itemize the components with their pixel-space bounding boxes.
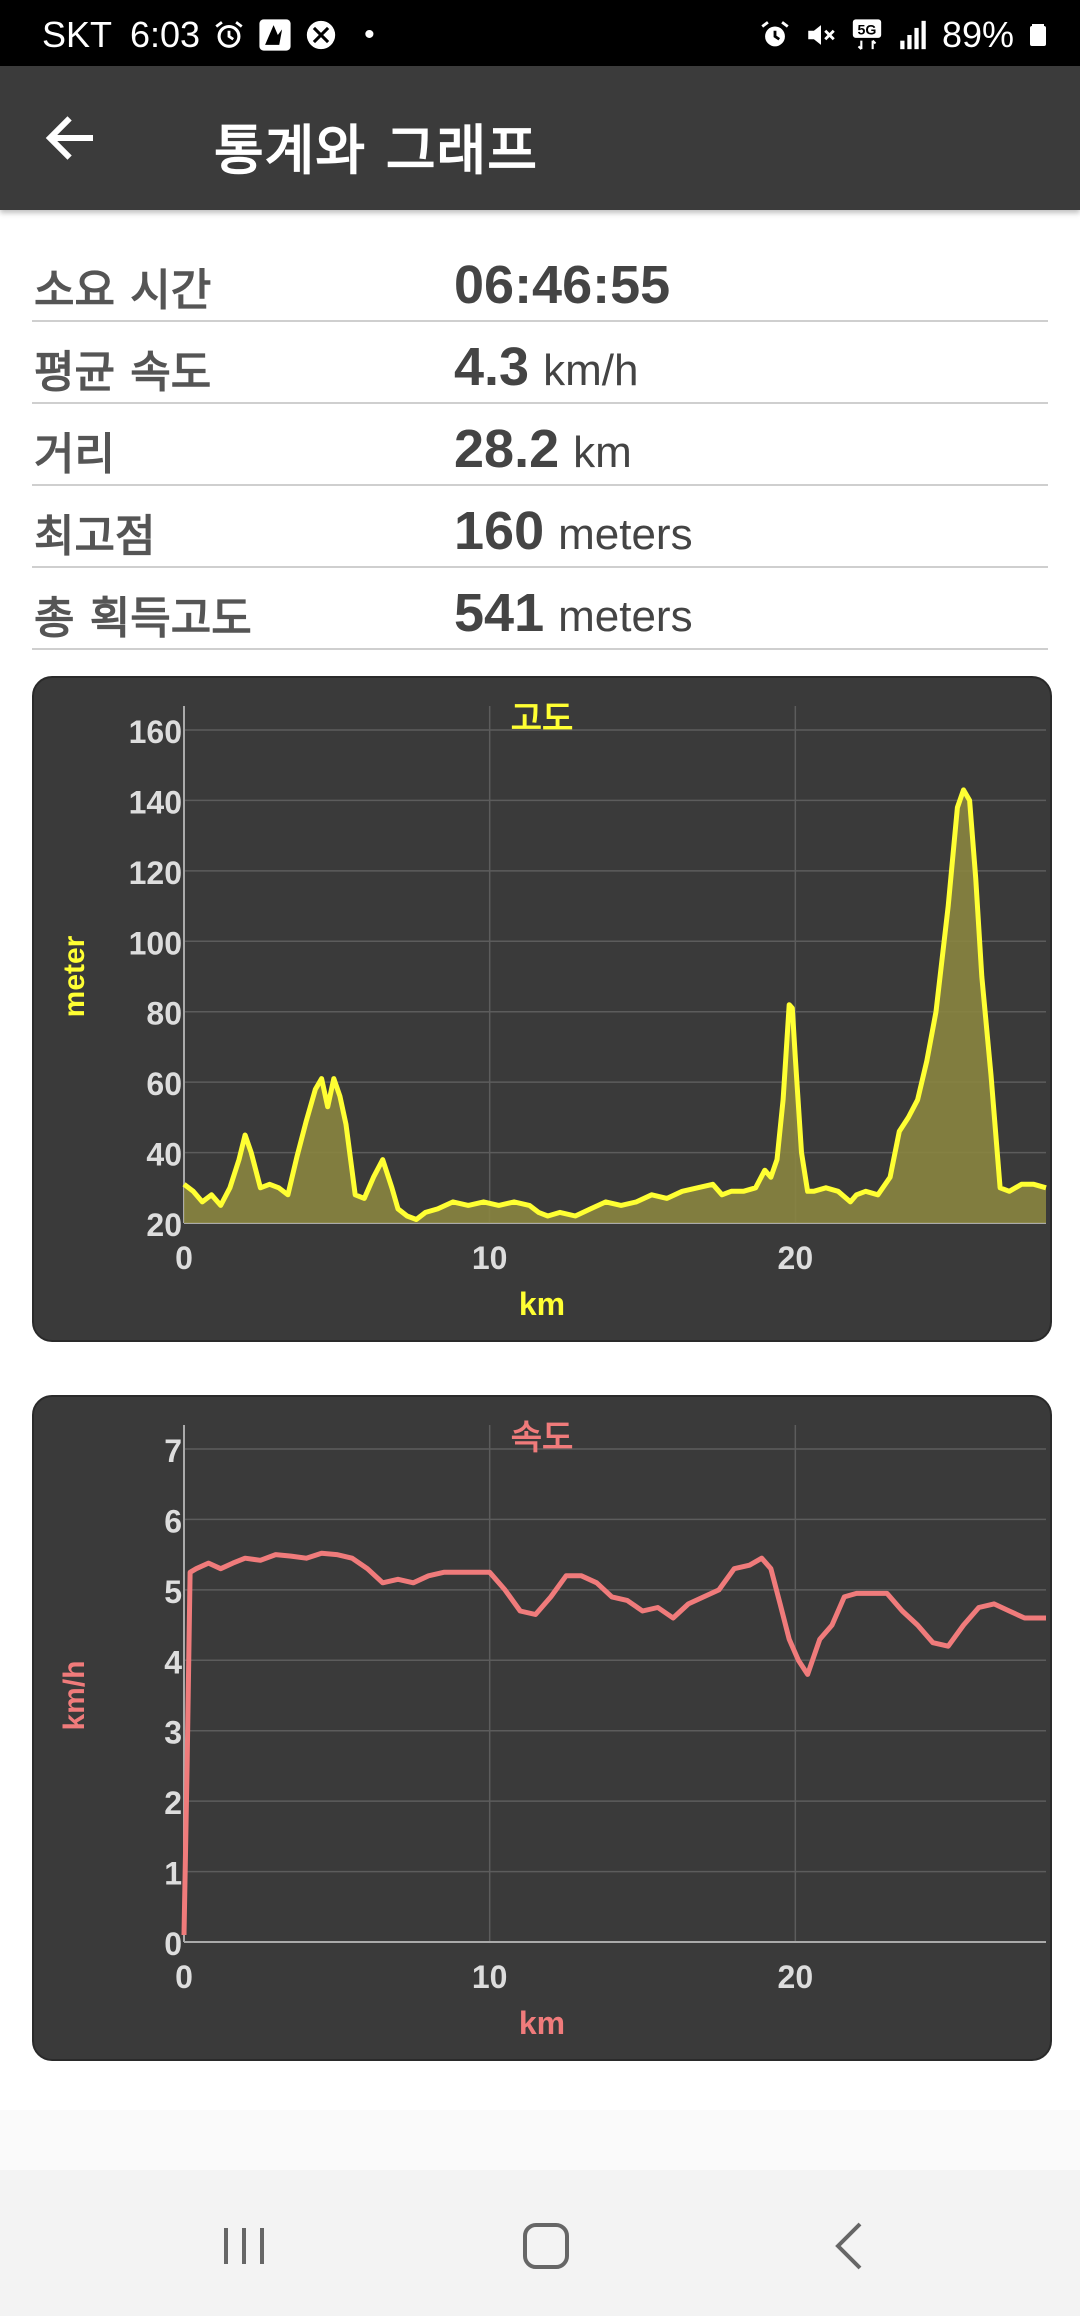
y-tick-label: 7 [164, 1433, 182, 1469]
speed-chart-card: 0 1 2 3 4 5 6 7 0 10 20 속도 km km/h [32, 1395, 1052, 2061]
app-bar: 통계와 그래프 [0, 66, 1080, 210]
network-label: 5G [857, 22, 876, 38]
arrow-left-icon [45, 116, 93, 160]
x-tick-label: 10 [472, 1240, 508, 1276]
stat-unit: meters [558, 510, 693, 559]
stat-row: 총 획득고도 541 meters [32, 568, 1048, 650]
chart-title: 고도 [511, 699, 574, 739]
stat-number: 4.3 [454, 337, 530, 397]
battery-icon [1030, 24, 1046, 46]
x-tick-label: 20 [778, 1959, 814, 1995]
stat-row: 거리 28.2 km [32, 404, 1048, 486]
stat-row: 평균 속도 4.3 km/h [32, 322, 1048, 404]
x-axis-label: km [519, 1286, 565, 1322]
series-area [184, 789, 1046, 1223]
notification-dot: • [364, 18, 375, 51]
y-tick-label: 100 [129, 925, 182, 961]
y-axis-label: meter [58, 935, 91, 1017]
stat-value: 28.2 km [454, 418, 632, 480]
y-tick-label: 4 [164, 1644, 182, 1680]
x-axis-label: km [519, 2005, 565, 2041]
y-tick-label: 120 [129, 855, 182, 891]
series-line [182, 787, 1047, 1222]
stat-label: 평균 속도 [34, 347, 212, 398]
mute-icon [808, 25, 835, 45]
stat-label: 거리 [34, 429, 115, 480]
stat-number: 541 [454, 583, 545, 643]
x-tick-label: 10 [472, 1959, 508, 1995]
x-tick-label: 0 [175, 1240, 193, 1276]
stat-value: 06:46:55 [454, 254, 684, 316]
y-tick-label: 2 [164, 1785, 182, 1821]
carrier-label: SKT [42, 14, 113, 55]
nav-spacer [0, 2110, 1080, 2170]
stat-label: 소요 시간 [34, 265, 212, 316]
clock: 6:03 [130, 14, 201, 55]
back-icon [835, 2222, 862, 2270]
y-tick-label: 0 [164, 1926, 182, 1962]
stat-number: 160 [454, 501, 545, 561]
stat-label: 최고점 [34, 511, 156, 562]
signal-icon [900, 20, 926, 50]
alarm-icon [761, 21, 789, 47]
stat-unit: meters [558, 592, 693, 641]
y-axis-label: km/h [58, 1660, 91, 1730]
y-tick-label: 80 [146, 996, 182, 1032]
home-icon [523, 2223, 569, 2269]
stat-unit: km [573, 428, 632, 477]
y-tick-label: 6 [164, 1503, 182, 1539]
status-bar: SKT 6:03 • 5G 89% [0, 0, 1080, 66]
y-tick-label: 140 [129, 784, 182, 820]
recent-apps-icon [224, 2228, 264, 2264]
recent-apps-button[interactable] [204, 2206, 284, 2286]
y-tick-label: 1 [164, 1856, 182, 1892]
stat-row: 최고점 160 meters [32, 486, 1048, 568]
speed-chart: 0 1 2 3 4 5 6 7 0 10 20 속도 km km/h [58, 1418, 1046, 2041]
stat-number: 28.2 [454, 419, 560, 479]
nav-back-button[interactable] [810, 2206, 890, 2286]
stat-row: 소요 시간 06:46:55 [32, 240, 1048, 322]
elevation-chart-card: 20 40 60 80 100 120 140 160 0 10 20 고도 km meter [32, 676, 1052, 1342]
y-tick-label: 5 [164, 1574, 182, 1610]
y-tick-label: 160 [129, 714, 182, 750]
ball-icon [306, 20, 336, 50]
stat-value: 160 meters [454, 500, 693, 562]
battery-percent: 89% [941, 14, 1014, 55]
stats-table: 소요 시간 06:46:55 평균 속도 4.3 km/h 거리 28.2 km 최고점 160 m… [32, 240, 1048, 650]
y-tick-label: 3 [164, 1715, 182, 1751]
5g-icon: 5G [852, 19, 882, 50]
y-tick-label: 20 [146, 1207, 182, 1243]
x-tick-label: 0 [175, 1959, 193, 1995]
stat-value: 541 meters [454, 582, 693, 644]
strava-icon [259, 19, 291, 51]
stat-unit: km/h [543, 346, 639, 395]
y-tick-label: 60 [146, 1066, 182, 1102]
home-button[interactable] [506, 2206, 586, 2286]
back-button[interactable] [40, 108, 124, 168]
stat-value: 4.3 km/h [454, 336, 638, 398]
elevation-chart: 20 40 60 80 100 120 140 160 0 10 20 고도 km meter [58, 699, 1047, 1322]
chart-title: 속도 [511, 1418, 574, 1458]
series-line [181, 1550, 1046, 1936]
stat-number: 06:46:55 [454, 255, 671, 315]
navigation-bar [0, 2170, 1080, 2316]
stat-label: 총 획득고도 [34, 593, 252, 644]
x-tick-label: 20 [778, 1240, 814, 1276]
alarm-icon [215, 21, 243, 48]
y-tick-label: 40 [146, 1137, 182, 1173]
page-title: 통계와 그래프 [214, 119, 538, 182]
